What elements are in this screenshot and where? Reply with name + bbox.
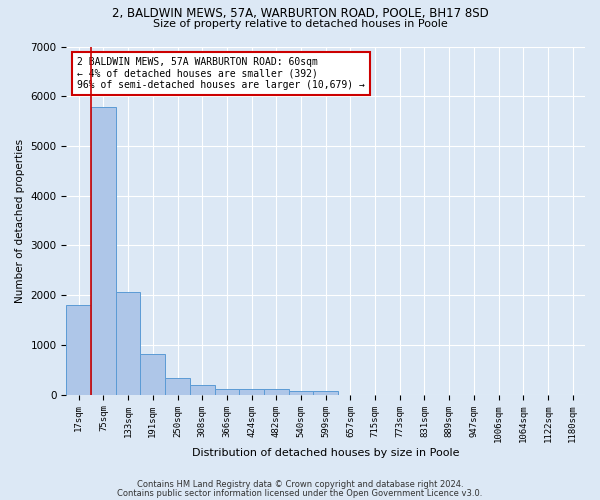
X-axis label: Distribution of detached houses by size in Poole: Distribution of detached houses by size …	[192, 448, 460, 458]
Bar	[190, 386, 215, 394]
Bar	[165, 378, 190, 394]
Text: Contains HM Land Registry data © Crown copyright and database right 2024.: Contains HM Land Registry data © Crown c…	[137, 480, 463, 489]
Bar	[289, 391, 313, 394]
Text: 2, BALDWIN MEWS, 57A, WARBURTON ROAD, POOLE, BH17 8SD: 2, BALDWIN MEWS, 57A, WARBURTON ROAD, PO…	[112, 8, 488, 20]
Bar	[116, 292, 140, 394]
Text: Size of property relative to detached houses in Poole: Size of property relative to detached ho…	[152, 19, 448, 29]
Bar	[215, 389, 239, 394]
Bar	[91, 107, 116, 395]
Y-axis label: Number of detached properties: Number of detached properties	[15, 138, 25, 302]
Bar	[239, 390, 264, 394]
Bar	[264, 390, 289, 394]
Bar	[140, 354, 165, 395]
Bar	[313, 391, 338, 394]
Text: 2 BALDWIN MEWS, 57A WARBURTON ROAD: 60sqm
← 4% of detached houses are smaller (3: 2 BALDWIN MEWS, 57A WARBURTON ROAD: 60sq…	[77, 57, 365, 90]
Text: Contains public sector information licensed under the Open Government Licence v3: Contains public sector information licen…	[118, 488, 482, 498]
Bar	[67, 305, 91, 394]
